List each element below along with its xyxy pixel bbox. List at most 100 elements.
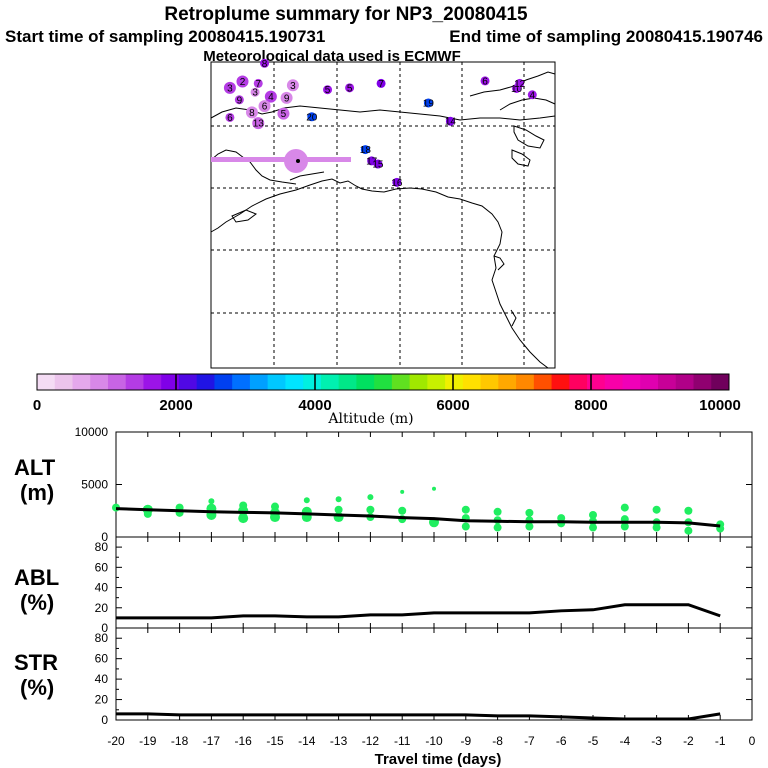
alt-point (652, 505, 661, 514)
cluster-marker (234, 95, 244, 105)
str-y-tick-label: 0 (101, 713, 108, 727)
colorbar-swatch (462, 374, 482, 390)
x-tick-label: -20 (107, 734, 125, 748)
str-y-tick-label: 80 (95, 631, 109, 645)
alt-y-tick-label: 5000 (81, 478, 108, 492)
x-tick-label: -16 (235, 734, 253, 748)
colorbar-tick-6000: 6000 (436, 397, 469, 414)
colorbar-swatch (107, 374, 127, 390)
cluster-day-label: 3 (227, 83, 233, 94)
x-tick-label: -14 (298, 734, 316, 748)
cluster-marker (480, 76, 490, 86)
alt-point (335, 496, 342, 503)
str-y-tick-label: 20 (95, 693, 109, 707)
alt-panel-unit: (m) (20, 480, 54, 505)
x-tick-label: -6 (556, 734, 567, 748)
cluster-marker (392, 177, 402, 187)
alt-point (400, 489, 405, 494)
cluster-marker (260, 58, 270, 68)
cluster-marker (423, 98, 433, 108)
colorbar-swatch (711, 374, 730, 390)
colorbar-swatch (285, 374, 304, 390)
alt-point (270, 512, 280, 523)
start-time-label: Start time of sampling 20080415.190731 (5, 27, 325, 46)
alt-point (652, 523, 661, 532)
colorbar-swatch (693, 374, 712, 390)
x-tick-label: -9 (460, 734, 471, 748)
alt-point (684, 526, 693, 535)
cluster-day-label: 9 (284, 93, 290, 104)
x-tick-label: -15 (266, 734, 284, 748)
cluster-day-label: 5 (325, 85, 331, 96)
alt-y-tick-label: 0 (101, 530, 108, 544)
cluster-day-label: 16 (391, 178, 403, 189)
cluster-day-label: 3 (252, 88, 258, 99)
cluster-marker (245, 106, 258, 119)
alt-point (620, 522, 629, 531)
colorbar-swatch (640, 374, 659, 390)
colorbar-swatch (551, 374, 570, 390)
colorbar-frame (36, 373, 730, 391)
colorbar-swatch (445, 374, 464, 390)
cluster-marker (258, 100, 271, 113)
colorbar-swatch (232, 374, 251, 390)
cluster-marker (373, 159, 383, 169)
altitude-colorbar (36, 373, 730, 391)
colorbar-swatch (90, 374, 109, 390)
colorbar-label: Altitude (m) (327, 411, 413, 427)
cluster-marker (280, 91, 293, 104)
colorbar-swatch (143, 374, 162, 390)
x-axis-label: Travel time (days) (375, 751, 502, 768)
cluster-day-label: 8 (249, 108, 255, 119)
alt-point (493, 507, 502, 516)
colorbar-swatch (267, 374, 286, 390)
alt-point (238, 513, 249, 524)
x-tick-label: 0 (749, 734, 756, 748)
cluster-day-label: 8 (262, 59, 268, 70)
str-y-tick-label: 60 (95, 652, 109, 666)
abl-line (116, 603, 721, 620)
x-tick-label: -10 (425, 734, 443, 748)
alt-point (525, 522, 534, 531)
cluster-day-label: 2 (240, 77, 246, 88)
colorbar-swatch (161, 374, 180, 390)
cluster-day-label: 6 (482, 76, 488, 87)
cluster-day-label: 9 (237, 95, 243, 106)
colorbar-tick-2000: 2000 (159, 397, 192, 414)
cluster-day-label: 5 (347, 83, 353, 94)
colorbar-swatch (391, 374, 411, 390)
str-line (116, 712, 721, 721)
colorbar-swatch (622, 374, 641, 390)
colorbar-tick-0: 0 (33, 397, 41, 414)
cluster-day-label: 7 (378, 79, 384, 90)
end-time-label: End time of sampling 20080415.190746 (449, 27, 763, 46)
colorbar-swatch (356, 374, 375, 390)
x-tick-label: -1 (715, 734, 726, 748)
abl-panel-label: ABL (14, 565, 59, 590)
cluster-day-label: 14 (445, 117, 457, 128)
alt-median-line (115, 507, 721, 528)
cluster-day-label: 4 (268, 92, 274, 103)
colorbar-swatch (480, 374, 499, 390)
colorbar-swatch (409, 374, 428, 390)
cluster-marker (307, 112, 317, 122)
colorbar-swatch (604, 374, 624, 390)
x-tick-label: -19 (139, 734, 157, 748)
colorbar-tick-10000: 10000 (699, 397, 741, 414)
colorbar-swatch (320, 374, 340, 390)
colorbar-swatch (516, 374, 535, 390)
str-panel-unit: (%) (20, 675, 54, 700)
colorbar-swatch (37, 374, 56, 390)
cluster-day-label: 18 (360, 145, 372, 156)
alt-point (589, 523, 597, 532)
release-band (211, 157, 351, 162)
alt-point (143, 509, 152, 518)
abl-panel-unit: (%) (20, 590, 54, 615)
abl-y-tick-label: 0 (101, 621, 108, 635)
alt-point (334, 505, 343, 514)
x-tick-label: -17 (203, 734, 221, 748)
cluster-day-label: 15 (372, 160, 384, 171)
chart-title: Retroplume summary for NP3_20080415 (164, 4, 528, 25)
x-tick-label: -4 (619, 734, 630, 748)
